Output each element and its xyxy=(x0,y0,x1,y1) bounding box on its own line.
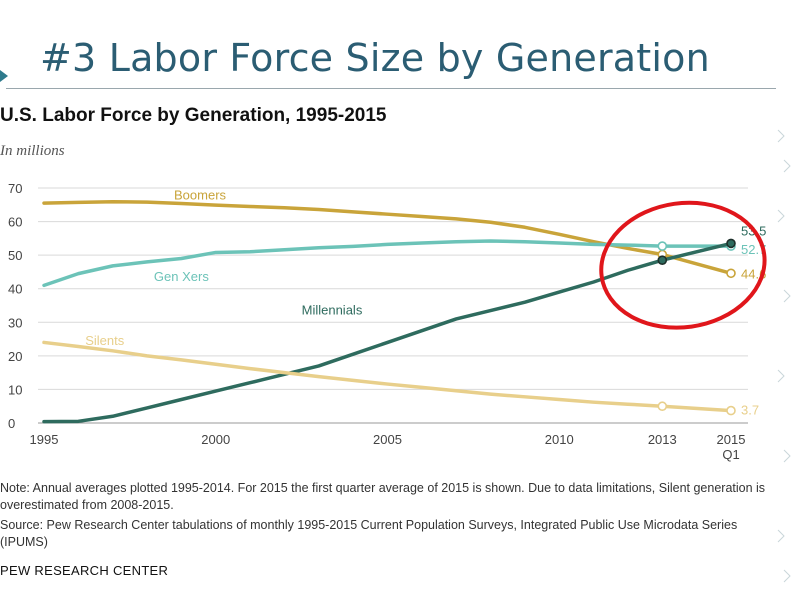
chart-subtitle: In millions xyxy=(0,143,65,159)
data-point-genx xyxy=(657,241,668,251)
y-tick-label: 30 xyxy=(8,315,22,330)
x-tick-label: 2005 xyxy=(373,432,402,447)
series-label-genx: Gen Xers xyxy=(154,269,209,284)
series-label-boomers: Boomers xyxy=(174,187,227,202)
x-tick-label: 2013 xyxy=(648,432,677,447)
series-line-silents xyxy=(42,340,733,413)
brand-logo-text: PEW RESEARCH CENTER xyxy=(0,563,169,578)
x-tick-label: 2015 xyxy=(717,432,746,447)
y-tick-label: 70 xyxy=(8,181,22,196)
title-divider xyxy=(6,88,776,89)
annotation-layer xyxy=(599,200,767,330)
data-point-silents xyxy=(726,405,736,416)
chart-source: Source: Pew Research Center tabulations … xyxy=(0,518,738,549)
series-line-boomers xyxy=(42,200,733,276)
series-layer xyxy=(42,200,736,424)
y-tick-label: 50 xyxy=(8,248,22,263)
series-label-silents: Silents xyxy=(85,333,125,348)
end-value-label-genx: 52.7 xyxy=(741,242,766,257)
data-point-silents xyxy=(657,401,668,412)
grid-layer xyxy=(38,187,748,424)
x-tick-label: 1995 xyxy=(30,432,59,447)
red-highlight-circle xyxy=(599,200,767,330)
end-value-label-silents: 3.7 xyxy=(741,403,759,418)
x-tick-label: 2010 xyxy=(545,432,574,447)
axis-layer: 0 10 20 30 40 50 60 70 1995 2000 2005 2010 2013 2015Q… xyxy=(8,181,745,462)
y-tick-label: 10 xyxy=(8,382,22,397)
series-label-millennials: Millennials xyxy=(302,303,363,318)
series-line-millennials xyxy=(42,241,733,424)
data-point-millennials xyxy=(657,255,668,265)
decorative-right-edge xyxy=(777,129,791,583)
data-point-boomers xyxy=(726,268,736,279)
x-tick-label: 2000 xyxy=(201,432,230,447)
y-tick-label: 40 xyxy=(8,282,22,297)
title-bullet-marker xyxy=(0,70,8,82)
y-tick-label: 20 xyxy=(8,349,22,364)
line-chart: 0 10 20 30 40 50 60 70 1995 2000 2005 2010 2013 2015Q… xyxy=(8,181,767,462)
chart-title: U.S. Labor Force by Generation, 1995-201… xyxy=(0,105,387,126)
y-tick-label: 60 xyxy=(8,215,22,230)
y-tick-label: 0 xyxy=(8,416,15,431)
slide-title: #3 Labor Force Size by Generation xyxy=(40,36,710,80)
series-line-genx xyxy=(42,239,733,288)
data-point-millennials xyxy=(726,238,736,249)
x-tick-label: Q1 xyxy=(722,447,739,462)
chart-note: Note: Annual averages plotted 1995-2014.… xyxy=(0,481,766,512)
